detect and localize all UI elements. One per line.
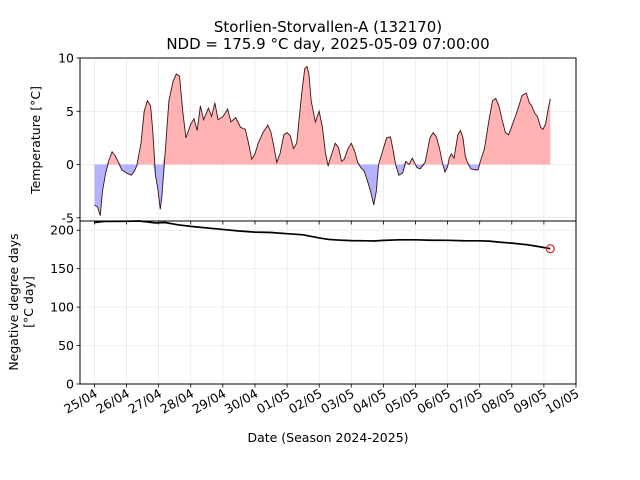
temperature-tick-label: 5: [66, 104, 74, 119]
x-tick-label: 09/05: [511, 386, 550, 417]
temperature-panel: -5 0 5 10 Temperature [°C]: [28, 51, 577, 225]
ndd-tick-label: 50: [58, 338, 74, 353]
x-tick-label: 04/05: [350, 386, 389, 417]
x-tick-label: 10/05: [543, 386, 582, 417]
x-tick-label: 06/05: [414, 386, 453, 417]
chart-title-line1: Storlien-Storvallen-A (132170): [214, 18, 442, 36]
temperature-tick-label: 10: [58, 51, 74, 66]
x-tick-label: 03/05: [318, 386, 357, 417]
x-tick-label: 30/04: [222, 386, 261, 417]
ndd-line: [94, 220, 551, 250]
ndd-axis-label-line1: Negative degree days: [6, 233, 21, 370]
temperature-negative-fill: [94, 164, 551, 216]
temperature-axis-label: Temperature [°C]: [28, 86, 43, 195]
chart-title-line2: NDD = 175.9 °C day, 2025-05-09 07:00:00: [166, 35, 489, 53]
x-tick-label: 26/04: [93, 386, 132, 417]
ndd-tick-label: 200: [50, 223, 74, 238]
ndd-tick-label: 100: [50, 300, 74, 315]
x-tick-label: 08/05: [479, 386, 518, 417]
ndd-last-point-marker: [545, 244, 555, 254]
ndd-tick-label: 150: [50, 261, 74, 276]
temperature-tick-label: 0: [66, 157, 74, 172]
x-tick-label: 05/05: [382, 386, 421, 417]
ndd-axis-label-line2: [°C day]: [21, 276, 36, 328]
x-tick-label: 29/04: [190, 386, 229, 417]
x-tick-label: 01/05: [254, 386, 293, 417]
temperature-tick-label: -5: [62, 210, 74, 225]
ndd-panel-frame: [79, 220, 577, 385]
temperature-positive-fill: [94, 66, 551, 165]
ndd-tick-label: 0: [66, 377, 74, 392]
x-axis-label: Date (Season 2024-2025): [247, 430, 408, 445]
ndd-panel: 0 50 100 150 200 Negative degree days [°C da…: [6, 220, 577, 392]
x-tick-label: 07/05: [446, 386, 485, 417]
x-tick-label: 02/05: [286, 386, 325, 417]
temperature-line: [94, 65, 551, 216]
x-tick-label: 27/04: [125, 386, 164, 417]
x-tick-label: 28/04: [158, 386, 197, 417]
